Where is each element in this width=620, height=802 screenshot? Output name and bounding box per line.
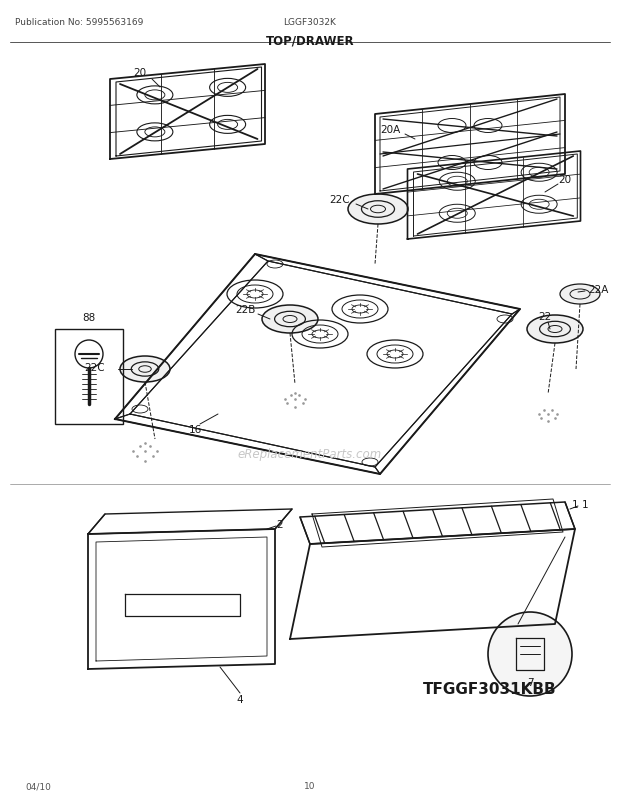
Text: Publication No: 5995563169: Publication No: 5995563169	[15, 18, 143, 27]
Text: 20: 20	[559, 175, 572, 184]
Ellipse shape	[120, 357, 170, 383]
Ellipse shape	[348, 195, 408, 225]
Text: 20A: 20A	[380, 125, 400, 135]
Text: 2: 2	[277, 520, 283, 529]
Text: eReplacementParts.com: eReplacementParts.com	[238, 448, 382, 461]
Text: 22A: 22A	[588, 285, 608, 294]
Text: 88: 88	[82, 313, 95, 322]
Text: 22B: 22B	[235, 305, 255, 314]
Text: 04/10: 04/10	[25, 781, 51, 791]
Text: 10: 10	[304, 781, 316, 791]
Ellipse shape	[527, 316, 583, 343]
Ellipse shape	[560, 285, 600, 305]
Text: 1: 1	[582, 500, 588, 509]
Text: TOP/DRAWER: TOP/DRAWER	[266, 34, 354, 47]
Text: 7: 7	[526, 677, 533, 687]
Text: 4: 4	[237, 695, 243, 704]
Text: LGGF3032K: LGGF3032K	[283, 18, 337, 27]
Text: 20: 20	[133, 68, 146, 78]
Text: 22C: 22C	[330, 195, 350, 205]
Ellipse shape	[262, 306, 318, 334]
Text: 16: 16	[188, 424, 202, 435]
Bar	[55, 330, 123, 424]
Text: 22: 22	[538, 312, 552, 322]
Ellipse shape	[488, 612, 572, 696]
Text: 1: 1	[572, 500, 578, 509]
Text: TFGGF3031KBB: TFGGF3031KBB	[423, 682, 557, 697]
Text: 22C: 22C	[85, 363, 105, 373]
